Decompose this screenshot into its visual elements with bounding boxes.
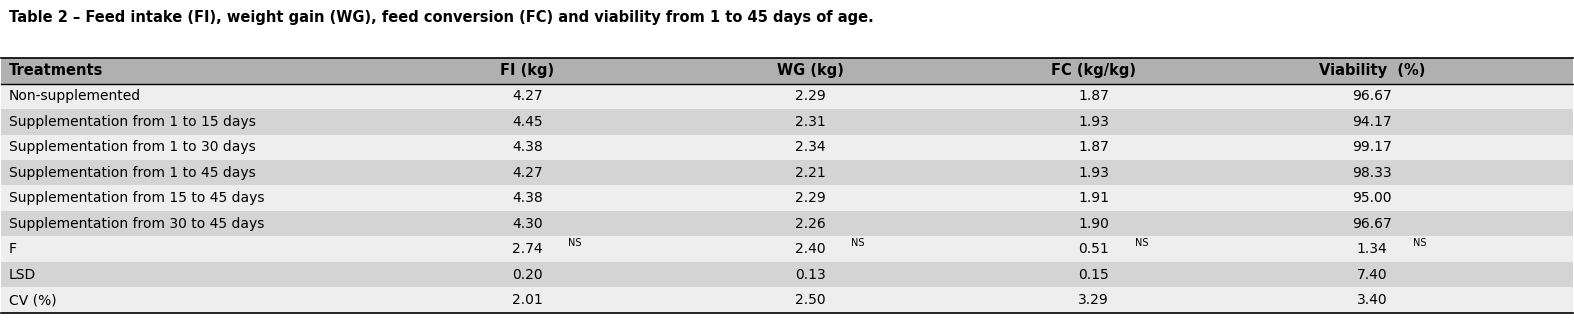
Text: 4.45: 4.45 [512, 115, 543, 129]
Text: LSD: LSD [8, 268, 36, 282]
Text: 1.87: 1.87 [1078, 89, 1110, 103]
Text: Non-supplemented: Non-supplemented [8, 89, 140, 103]
Text: WG (kg): WG (kg) [778, 63, 844, 78]
FancyBboxPatch shape [0, 186, 1574, 211]
Text: 2.31: 2.31 [795, 115, 826, 129]
Text: 1.34: 1.34 [1357, 242, 1387, 256]
Text: Supplementation from 1 to 15 days: Supplementation from 1 to 15 days [8, 115, 255, 129]
Text: Supplementation from 15 to 45 days: Supplementation from 15 to 45 days [8, 191, 264, 205]
Text: 2.01: 2.01 [512, 293, 543, 307]
Text: 0.13: 0.13 [795, 268, 826, 282]
Text: 2.29: 2.29 [795, 89, 826, 103]
Text: NS: NS [1135, 238, 1147, 248]
FancyBboxPatch shape [0, 211, 1574, 236]
Text: 1.93: 1.93 [1078, 115, 1110, 129]
Text: Table 2 – Feed intake (FI), weight gain (WG), feed conversion (FC) and viability: Table 2 – Feed intake (FI), weight gain … [8, 10, 874, 25]
Text: Viability  (%): Viability (%) [1319, 63, 1424, 78]
Text: FC (kg/kg): FC (kg/kg) [1051, 63, 1136, 78]
Text: CV (%): CV (%) [8, 293, 57, 307]
Text: 98.33: 98.33 [1352, 166, 1391, 180]
Text: 96.67: 96.67 [1352, 217, 1391, 231]
Text: 2.21: 2.21 [795, 166, 826, 180]
FancyBboxPatch shape [0, 134, 1574, 160]
Text: 1.91: 1.91 [1078, 191, 1110, 205]
Text: 3.29: 3.29 [1078, 293, 1110, 307]
Text: NS: NS [1413, 238, 1426, 248]
Text: NS: NS [852, 238, 866, 248]
FancyBboxPatch shape [0, 109, 1574, 134]
Text: 1.90: 1.90 [1078, 217, 1110, 231]
Text: FI (kg): FI (kg) [501, 63, 554, 78]
Text: 2.26: 2.26 [795, 217, 826, 231]
Text: 3.40: 3.40 [1357, 293, 1387, 307]
Text: 95.00: 95.00 [1352, 191, 1391, 205]
Text: 2.74: 2.74 [512, 242, 543, 256]
Text: 1.87: 1.87 [1078, 140, 1110, 154]
Text: 0.51: 0.51 [1078, 242, 1110, 256]
Text: 0.20: 0.20 [512, 268, 543, 282]
FancyBboxPatch shape [0, 58, 1574, 84]
Text: Supplementation from 30 to 45 days: Supplementation from 30 to 45 days [8, 217, 264, 231]
Text: 94.17: 94.17 [1352, 115, 1391, 129]
Text: 2.50: 2.50 [795, 293, 826, 307]
Text: 4.27: 4.27 [512, 89, 543, 103]
Text: 1.93: 1.93 [1078, 166, 1110, 180]
Text: 4.27: 4.27 [512, 166, 543, 180]
Text: Treatments: Treatments [8, 63, 102, 78]
Text: NS: NS [568, 238, 582, 248]
FancyBboxPatch shape [0, 84, 1574, 109]
Text: 2.40: 2.40 [795, 242, 826, 256]
Text: 2.34: 2.34 [795, 140, 826, 154]
Text: Supplementation from 1 to 30 days: Supplementation from 1 to 30 days [8, 140, 255, 154]
Text: 96.67: 96.67 [1352, 89, 1391, 103]
Text: 7.40: 7.40 [1357, 268, 1387, 282]
FancyBboxPatch shape [0, 262, 1574, 287]
FancyBboxPatch shape [0, 287, 1574, 313]
Text: 4.30: 4.30 [512, 217, 543, 231]
Text: 0.15: 0.15 [1078, 268, 1110, 282]
FancyBboxPatch shape [0, 160, 1574, 186]
Text: 4.38: 4.38 [512, 140, 543, 154]
Text: 2.29: 2.29 [795, 191, 826, 205]
FancyBboxPatch shape [0, 236, 1574, 262]
Text: 99.17: 99.17 [1352, 140, 1391, 154]
Text: Supplementation from 1 to 45 days: Supplementation from 1 to 45 days [8, 166, 255, 180]
Text: F: F [8, 242, 17, 256]
Text: 4.38: 4.38 [512, 191, 543, 205]
